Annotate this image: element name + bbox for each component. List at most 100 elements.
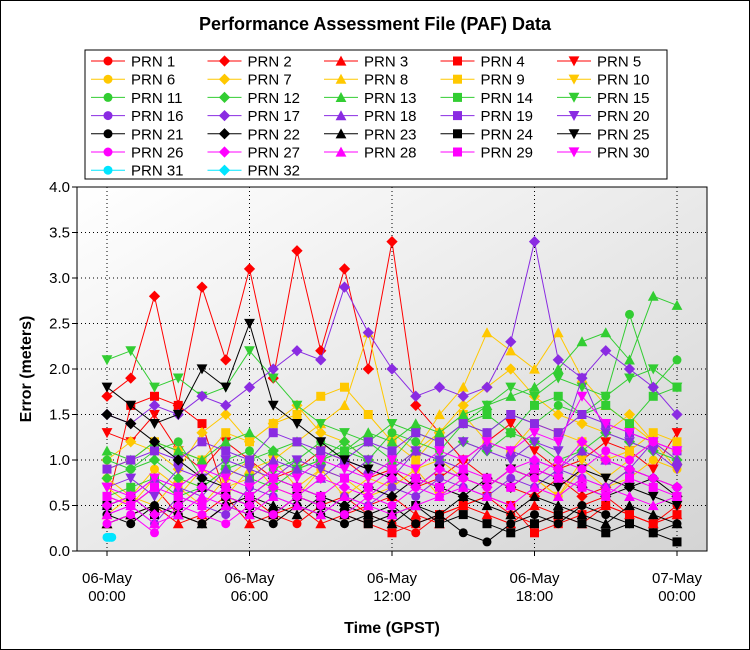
legend-item-prn-5: PRN 5 <box>557 54 641 71</box>
data-point <box>101 472 113 484</box>
data-point <box>148 508 161 521</box>
data-point <box>458 464 468 474</box>
legend-marker <box>335 55 347 66</box>
legend-label: PRN 12 <box>248 90 301 107</box>
data-point <box>528 454 541 466</box>
data-point <box>671 481 683 493</box>
data-point <box>316 491 326 501</box>
data-point <box>553 510 563 520</box>
legend-label: PRN 29 <box>481 145 534 162</box>
legend-marker <box>568 56 580 67</box>
x-axis-title: Time (GPST) <box>344 620 440 637</box>
data-point <box>671 500 683 511</box>
data-point <box>244 427 255 438</box>
data-point <box>316 446 326 456</box>
data-point <box>292 437 302 447</box>
data-point <box>149 500 160 511</box>
data-point <box>433 463 446 475</box>
data-point <box>529 481 540 492</box>
data-point <box>553 519 563 529</box>
data-point <box>220 473 232 484</box>
data-point <box>339 491 350 501</box>
x-tick-label: 00:00 <box>88 588 126 605</box>
series-prn-30 <box>101 391 683 502</box>
legend-marker <box>335 110 347 121</box>
legend-label: PRN 7 <box>248 72 292 89</box>
data-point <box>172 454 184 466</box>
data-point <box>625 446 634 456</box>
data-point <box>149 409 160 420</box>
data-point <box>196 491 208 501</box>
data-point <box>291 245 303 257</box>
data-point <box>457 381 469 392</box>
legend-item-prn-12: PRN 12 <box>207 90 301 107</box>
legend-label: PRN 2 <box>248 54 292 71</box>
data-point <box>505 336 517 348</box>
data-point <box>576 509 588 520</box>
data-point <box>197 510 207 520</box>
legend-marker <box>103 111 113 121</box>
data-point <box>101 482 113 493</box>
data-point <box>220 500 232 511</box>
legend-item-prn-8: PRN 8 <box>324 72 408 89</box>
data-point <box>267 464 279 475</box>
legend-marker <box>218 146 231 158</box>
data-point <box>363 437 373 447</box>
data-point <box>529 428 540 439</box>
data-point <box>291 345 303 357</box>
data-point <box>267 491 279 501</box>
legend-label: PRN 27 <box>248 145 301 162</box>
data-point <box>601 446 611 456</box>
data-point <box>577 464 587 474</box>
data-point <box>410 399 422 412</box>
data-point <box>577 501 587 510</box>
legend-label: PRN 32 <box>248 163 301 180</box>
data-point <box>624 428 635 439</box>
data-point <box>434 446 445 457</box>
data-point <box>552 500 564 511</box>
data-point <box>481 437 493 448</box>
data-point <box>482 428 492 438</box>
data-point <box>552 327 564 338</box>
data-point <box>291 509 303 520</box>
data-point <box>172 499 184 512</box>
data-point <box>505 463 517 475</box>
chart-title: Performance Assessment File (PAF) Data <box>199 14 552 34</box>
data-point <box>150 391 159 401</box>
legend-label: PRN 18 <box>364 108 417 125</box>
data-point <box>553 455 563 465</box>
data-point <box>529 500 540 511</box>
data-point <box>647 509 659 520</box>
data-point <box>173 491 183 501</box>
legend-label: PRN 25 <box>597 126 650 143</box>
y-tick-label: 2.0 <box>49 361 70 378</box>
legend-marker <box>453 147 462 157</box>
data-point <box>457 409 469 420</box>
data-point <box>197 437 207 447</box>
data-point <box>624 482 635 493</box>
legend-item-prn-26: PRN 26 <box>91 145 184 162</box>
legend-marker <box>453 56 462 66</box>
data-point <box>411 519 421 529</box>
data-point <box>196 472 208 484</box>
data-point <box>600 428 612 439</box>
data-point <box>481 446 493 457</box>
data-point <box>126 482 136 492</box>
data-point <box>505 509 517 520</box>
data-point <box>647 464 659 475</box>
data-point <box>410 390 422 402</box>
legend-label: PRN 16 <box>131 108 184 125</box>
data-point <box>268 419 278 429</box>
data-point <box>245 446 254 456</box>
data-point <box>481 500 493 511</box>
legend-label: PRN 19 <box>481 108 534 125</box>
data-point <box>101 390 113 402</box>
data-point <box>316 501 326 510</box>
data-point <box>267 363 279 375</box>
data-point <box>553 391 563 401</box>
legend-marker <box>218 109 231 122</box>
y-tick-label: 0.5 <box>49 498 70 515</box>
legend-marker <box>103 147 113 157</box>
data-point <box>529 363 540 374</box>
legend-marker <box>218 91 231 104</box>
